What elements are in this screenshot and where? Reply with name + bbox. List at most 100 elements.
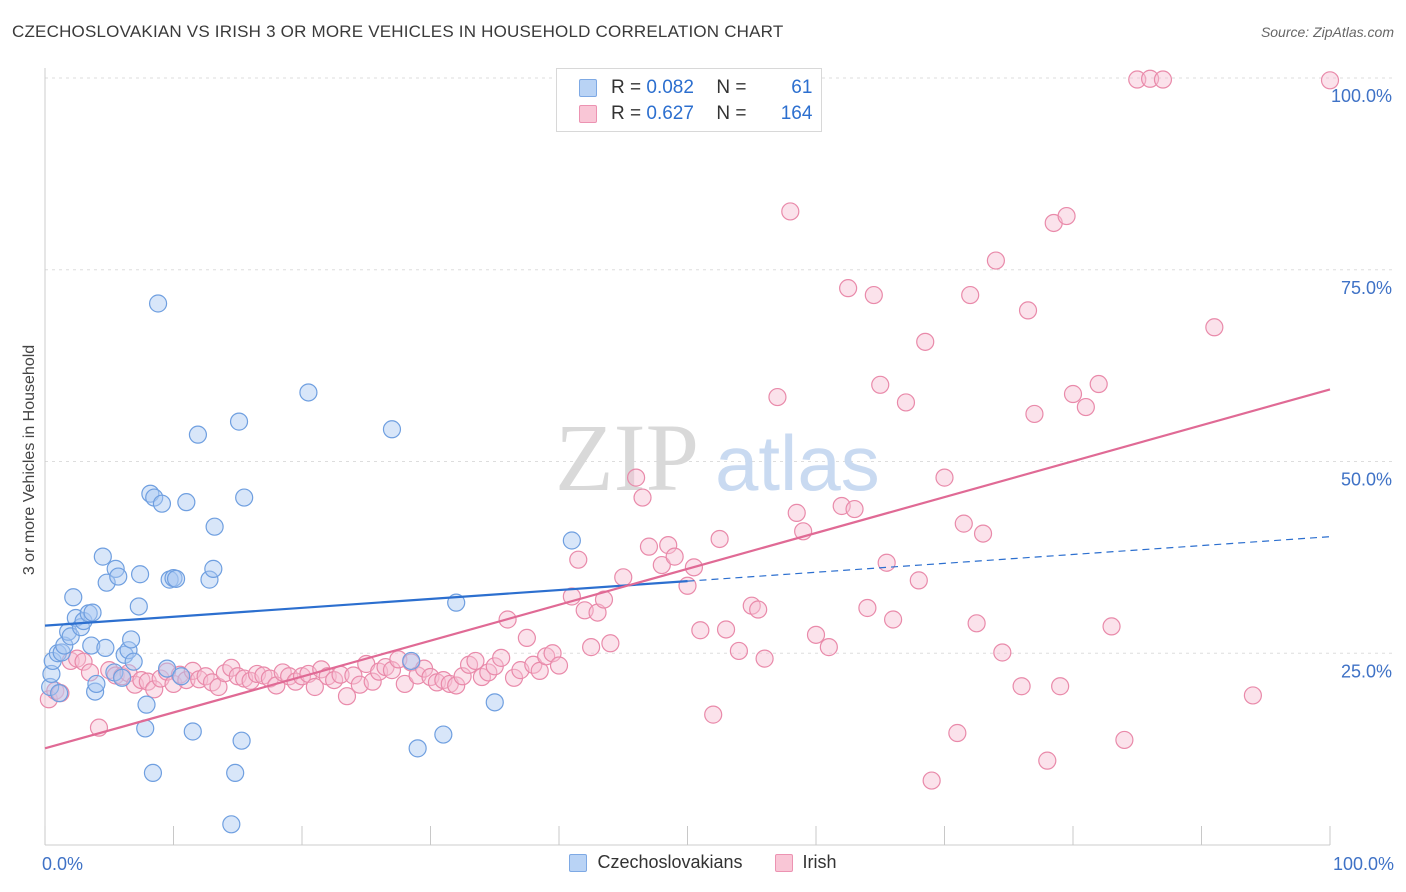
czechoslovakian-point	[408, 739, 427, 758]
irish-point	[986, 251, 1006, 270]
irish-point	[337, 687, 357, 706]
czechoslovakian-point	[55, 636, 74, 655]
czechoslovakian-point	[205, 517, 224, 536]
czechoslovakian-point	[82, 636, 101, 655]
source-label: Source: ZipAtlas.com	[1260, 24, 1394, 40]
legend-item-czechoslovakians[interactable]: Czechoslovakians	[569, 852, 743, 873]
irish-point	[993, 643, 1012, 662]
irish-point	[466, 651, 485, 671]
irish-point	[1320, 71, 1340, 90]
irish-point	[1057, 206, 1076, 226]
czechoslovakian-trend-extension	[687, 536, 1331, 582]
irish-point	[781, 202, 800, 221]
czechoslovakian-point	[222, 815, 241, 834]
irish-point	[132, 670, 151, 690]
czechoslovakian-point	[124, 652, 143, 671]
czechoslovakian-point	[61, 627, 80, 646]
irish-point	[704, 705, 723, 724]
irish-point	[787, 503, 806, 522]
irish-point	[883, 610, 903, 629]
czechoslovakian-point	[87, 674, 106, 694]
irish-point	[729, 641, 749, 661]
irish-point	[344, 666, 363, 685]
czechoslovakian-point	[382, 420, 402, 439]
irish-point	[1051, 677, 1070, 696]
legend-r-label: R =	[611, 103, 642, 124]
gridlines	[45, 77, 1392, 654]
czechoslovakian-point	[204, 559, 223, 578]
czechoslovakian-point	[232, 731, 251, 750]
irish-point	[453, 667, 472, 686]
irish-point	[626, 468, 646, 487]
legend-item-irish[interactable]: Irish	[774, 852, 837, 873]
irish-point	[633, 488, 652, 507]
irish-point	[659, 536, 678, 555]
czechoslovakian-point	[299, 383, 318, 402]
czechoslovakian-point	[434, 725, 453, 744]
irish-point	[845, 499, 864, 519]
czechoslovakian-point	[129, 597, 148, 616]
y-tick-label: 50.0%	[1341, 470, 1392, 490]
irish-point	[922, 771, 941, 790]
irish-point	[614, 568, 633, 587]
irish-point	[819, 638, 838, 657]
czechoslovakian-point	[86, 682, 105, 701]
irish-point	[202, 673, 222, 692]
irish-point	[382, 661, 402, 680]
czechoslovakian-point	[562, 531, 581, 550]
irish-point	[948, 723, 967, 743]
czechoslovakian-point	[109, 567, 128, 586]
czechoslovakian-point	[143, 763, 163, 783]
czechoslovakian-point	[50, 684, 69, 703]
irish-points	[39, 69, 1340, 790]
irish-point	[1063, 384, 1083, 404]
irish-point	[864, 285, 883, 305]
legend-swatch-pink	[579, 105, 597, 123]
irish-point	[755, 649, 774, 668]
irish-point	[145, 680, 164, 699]
irish-point	[691, 621, 710, 640]
czechoslovakian-points	[41, 294, 581, 834]
czechoslovakian-point	[166, 569, 186, 588]
irish-point	[954, 514, 973, 533]
y-axis-label: 3 or more Vehicles in Household	[21, 344, 38, 576]
irish-point	[839, 279, 858, 298]
irish-point	[896, 393, 916, 412]
irish-point	[768, 387, 787, 407]
czechoslovakian-point	[235, 488, 254, 507]
watermark-atlas: atlas	[715, 419, 880, 507]
legend-n-label: N =	[716, 77, 747, 98]
czechoslovakian-point	[42, 664, 61, 684]
irish-point	[806, 625, 826, 644]
chart-title: CZECHOSLOVAKIAN VS IRISH 3 OR MORE VEHIC…	[12, 22, 784, 41]
czechoslovakian-point	[229, 412, 249, 431]
irish-point	[1140, 69, 1160, 88]
irish-point	[569, 550, 588, 569]
legend-row-irish: R = 0.627 N = 164	[579, 102, 812, 126]
irish-point	[871, 375, 890, 394]
czechoslovakian-point	[41, 677, 60, 697]
czechoslovakian-trend-line	[44, 580, 688, 627]
irish-point	[395, 674, 414, 694]
legend-label: Czechoslovakians	[597, 852, 743, 872]
irish-point	[749, 600, 768, 619]
czechoslovakian-point	[177, 493, 196, 512]
czechoslovakian-point	[172, 667, 191, 686]
czechoslovakian-point	[152, 494, 172, 513]
legend-r-value: 0.082	[646, 77, 694, 98]
legend-swatch-pink	[774, 853, 793, 872]
irish-point	[582, 638, 601, 657]
irish-point	[1128, 70, 1147, 89]
y-tick-label: 75.0%	[1341, 278, 1392, 298]
irish-point	[1089, 374, 1108, 394]
irish-point	[1243, 686, 1263, 705]
czechoslovakian-point	[402, 651, 421, 671]
irish-point	[594, 590, 614, 609]
irish-point	[1076, 397, 1095, 417]
legend-swatch-blue	[569, 853, 588, 872]
czechoslovakian-point	[157, 659, 177, 678]
irish-point	[1205, 318, 1224, 337]
tick-labels: 25.0% 50.0% 75.0% 100.0% 0.0% 100.0%	[42, 86, 1394, 874]
irish-point	[1038, 751, 1057, 770]
irish-point	[652, 555, 671, 575]
